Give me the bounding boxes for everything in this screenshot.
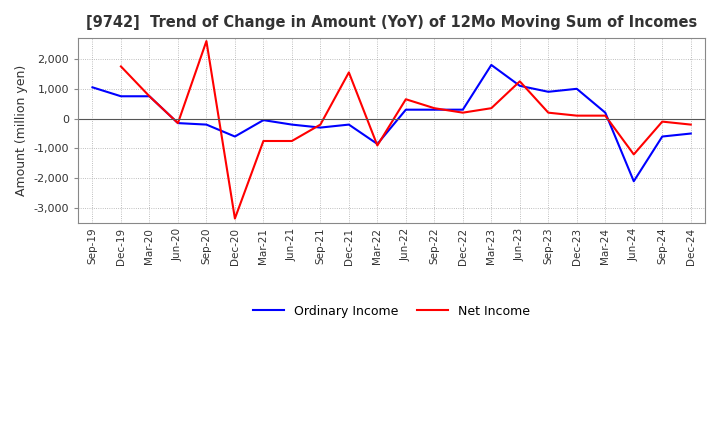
Ordinary Income (287, 122, 296, 127)
Ordinary Income (572, 86, 581, 92)
Ordinary Income (601, 110, 610, 115)
Net Income (629, 152, 638, 157)
Net Income (658, 119, 667, 124)
Net Income (686, 122, 695, 127)
Ordinary Income (544, 89, 553, 95)
Line: Net Income: Net Income (121, 41, 690, 219)
Net Income (516, 79, 524, 84)
Ordinary Income (230, 134, 239, 139)
Ordinary Income (373, 141, 382, 147)
Net Income (601, 113, 610, 118)
Ordinary Income (629, 179, 638, 184)
Net Income (373, 143, 382, 148)
Net Income (202, 38, 211, 44)
Net Income (459, 110, 467, 115)
Ordinary Income (516, 83, 524, 88)
Ordinary Income (487, 62, 495, 68)
Net Income (345, 70, 354, 75)
Legend: Ordinary Income, Net Income: Ordinary Income, Net Income (248, 300, 536, 323)
Ordinary Income (174, 121, 182, 126)
Net Income (145, 94, 154, 99)
Ordinary Income (316, 125, 325, 130)
Ordinary Income (459, 107, 467, 112)
Net Income (316, 122, 325, 127)
Net Income (487, 106, 495, 111)
Net Income (430, 106, 438, 111)
Line: Ordinary Income: Ordinary Income (92, 65, 690, 181)
Ordinary Income (145, 94, 154, 99)
Net Income (544, 110, 553, 115)
Ordinary Income (88, 84, 96, 90)
Ordinary Income (345, 122, 354, 127)
Y-axis label: Amount (million yen): Amount (million yen) (15, 65, 28, 196)
Ordinary Income (259, 117, 268, 123)
Net Income (402, 97, 410, 102)
Ordinary Income (430, 107, 438, 112)
Ordinary Income (117, 94, 125, 99)
Net Income (572, 113, 581, 118)
Net Income (230, 216, 239, 221)
Ordinary Income (202, 122, 211, 127)
Net Income (259, 138, 268, 143)
Ordinary Income (658, 134, 667, 139)
Ordinary Income (686, 131, 695, 136)
Title: [9742]  Trend of Change in Amount (YoY) of 12Mo Moving Sum of Incomes: [9742] Trend of Change in Amount (YoY) o… (86, 15, 697, 30)
Ordinary Income (402, 107, 410, 112)
Net Income (287, 138, 296, 143)
Net Income (174, 121, 182, 126)
Net Income (117, 64, 125, 69)
